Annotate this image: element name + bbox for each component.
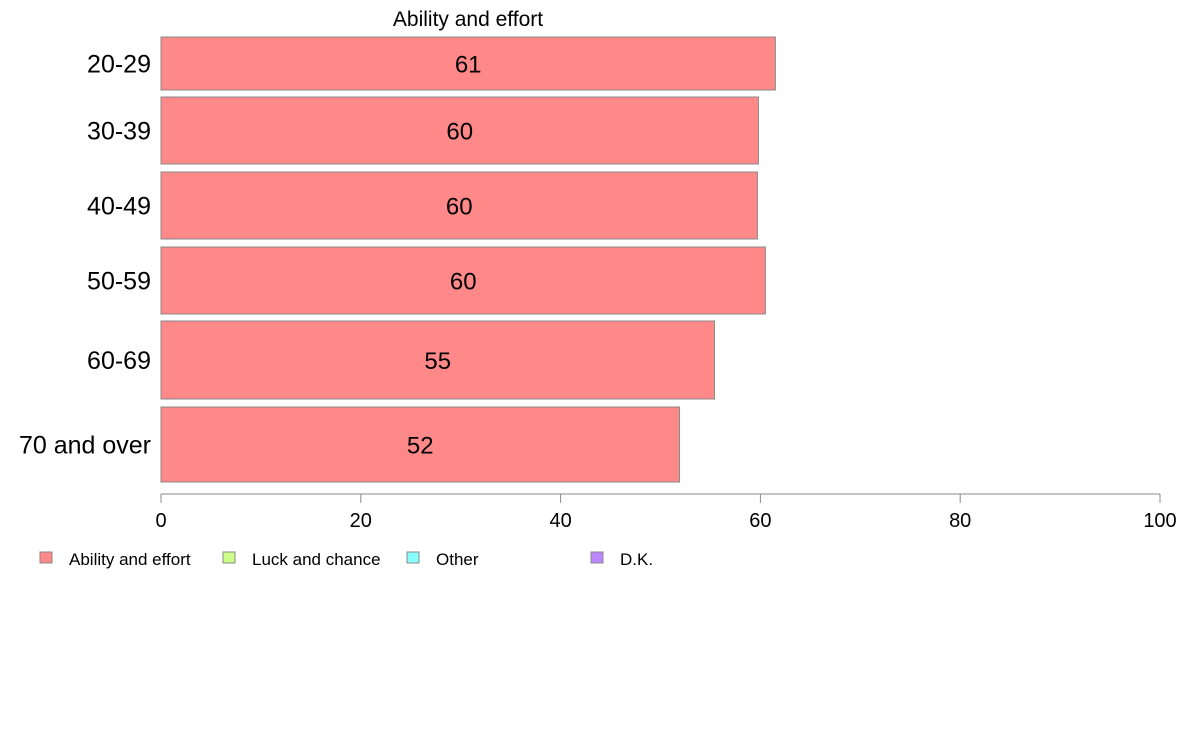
data-label: 52 [407, 433, 434, 460]
x-tick-label: 40 [549, 510, 571, 532]
x-tick-label: 20 [350, 510, 372, 532]
data-label: 60 [446, 194, 473, 221]
x-tick-label: 80 [949, 510, 971, 532]
legend: Ability and effort Luck and chance Other D.… [40, 550, 653, 569]
category-label: 70 and over [19, 432, 151, 460]
legend-swatch [591, 552, 603, 563]
legend-label: D.K. [620, 550, 653, 569]
data-label: 55 [424, 348, 451, 375]
category-label: 50-59 [87, 268, 151, 296]
legend-label: Other [436, 550, 479, 569]
x-tick-label: 60 [749, 510, 771, 532]
bars-layer: 20-29 61 30-39 60 40-49 60 50-59 60 60-69 55 70 an… [19, 37, 775, 482]
x-tick-label: 0 [155, 510, 166, 532]
category-label: 40-49 [87, 193, 151, 221]
category-label: 20-29 [87, 51, 151, 79]
category-label: 30-39 [87, 118, 151, 146]
data-label: 60 [446, 119, 473, 146]
legend-swatch [223, 552, 235, 563]
data-label: 61 [455, 52, 482, 79]
x-axis: 0 20 40 60 80 100 [155, 494, 1176, 532]
chart-title: Ability and effort [393, 8, 543, 31]
x-tick-label: 100 [1143, 510, 1176, 532]
legend-swatch [407, 552, 419, 563]
legend-swatch [40, 552, 52, 563]
legend-label: Luck and chance [252, 550, 381, 569]
legend-label: Ability and effort [69, 550, 191, 569]
data-label: 60 [450, 269, 477, 296]
category-label: 60-69 [87, 347, 151, 375]
